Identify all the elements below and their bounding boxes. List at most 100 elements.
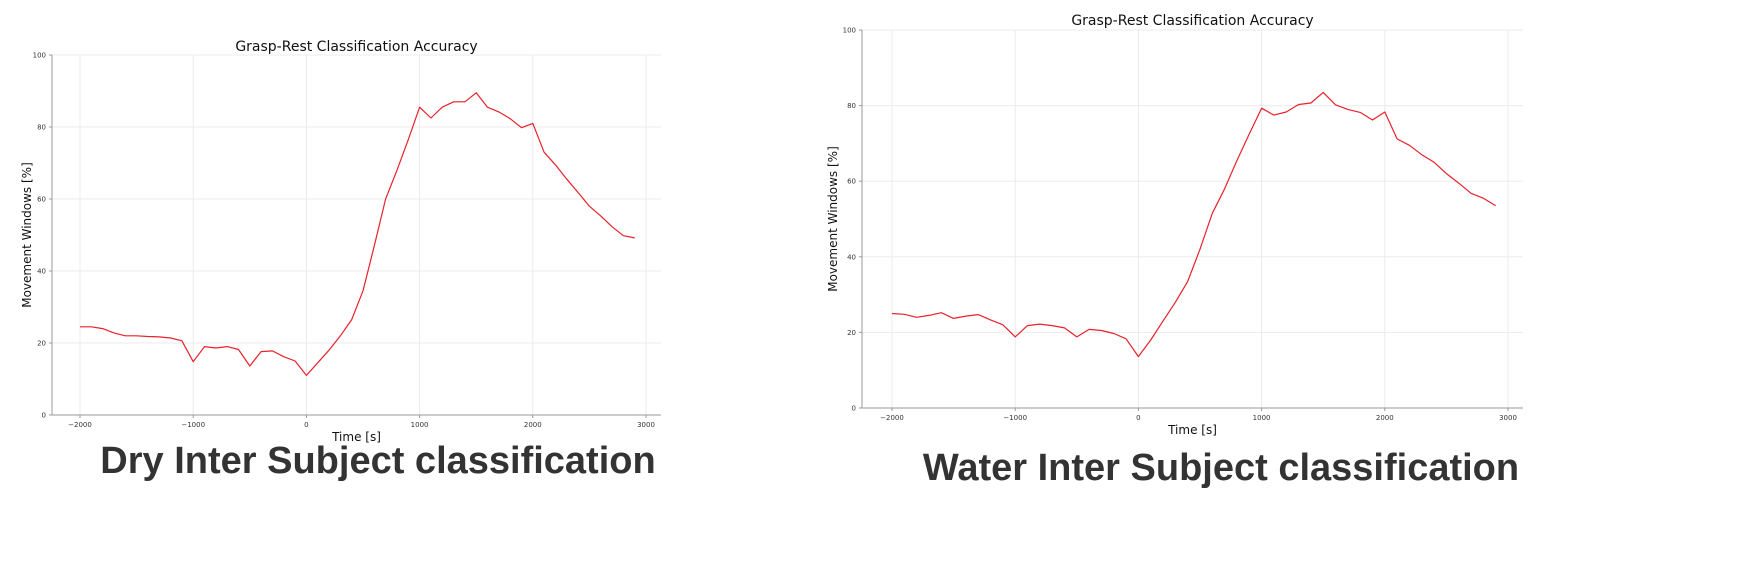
data-point-1: [91, 326, 93, 328]
data-point-47: [1470, 192, 1472, 194]
chart-title: Grasp-Rest Classification Accuracy: [1071, 13, 1313, 29]
data-point-5: [136, 335, 138, 337]
data-point-10: [192, 361, 194, 363]
x-tick-label-0: −2000: [68, 421, 92, 429]
caption-dry: Dry Inter Subject classification: [100, 440, 656, 482]
x-tick-label-2: 0: [1136, 414, 1140, 422]
data-point-19: [294, 360, 296, 362]
data-point-22: [328, 349, 330, 351]
data-point-11: [1027, 325, 1029, 327]
y-tick-label-0: 0: [42, 412, 46, 420]
data-point-2: [916, 316, 918, 318]
data-point-28: [396, 169, 398, 171]
data-point-46: [1458, 182, 1460, 184]
data-point-40: [1384, 111, 1386, 113]
x-tick-label-1: −1000: [1003, 414, 1027, 422]
data-point-29: [1248, 133, 1250, 135]
data-point-41: [1396, 138, 1398, 140]
x-tick-label-2: 0: [304, 421, 308, 429]
data-point-44: [1433, 162, 1435, 164]
data-point-33: [1298, 104, 1300, 106]
data-point-34: [464, 101, 466, 103]
data-point-31: [1273, 114, 1275, 116]
data-point-8: [170, 337, 172, 339]
data-point-35: [475, 92, 477, 94]
data-point-10: [1014, 336, 1016, 338]
data-point-36: [487, 106, 489, 108]
data-point-43: [566, 178, 568, 180]
data-point-21: [317, 362, 319, 364]
data-point-34: [1310, 102, 1312, 104]
data-point-22: [1162, 320, 1164, 322]
y-tick-label-4: 80: [847, 102, 856, 110]
data-point-36: [1335, 104, 1337, 106]
data-point-39: [1372, 119, 1374, 121]
data-point-14: [238, 349, 240, 351]
x-axis-label: Time [s]: [331, 430, 381, 444]
data-point-35: [1322, 92, 1324, 94]
data-point-40: [532, 123, 534, 125]
y-axis-label: Movement Windows [%]: [20, 162, 34, 308]
data-point-28: [1236, 160, 1238, 162]
data-point-18: [283, 356, 285, 358]
data-point-15: [1076, 336, 1078, 338]
data-point-49: [1495, 205, 1497, 207]
data-point-19: [1125, 338, 1127, 340]
chart-panel-dry: −2000 −1000 0 1000 2000 3000 0 20 40 60 80 100 Grasp…: [0, 0, 860, 567]
data-point-26: [1212, 213, 1214, 215]
data-point-25: [1199, 248, 1201, 250]
x-tick-label-4: 2000: [524, 421, 542, 429]
data-point-45: [1446, 173, 1448, 175]
chart-dry: −2000 −1000 0 1000 2000 3000 0 20 40 60 80 100 Grasp…: [20, 39, 661, 444]
data-point-9: [181, 340, 183, 342]
y-tick-label-5: 100: [33, 52, 46, 60]
y-tick-label-2: 40: [37, 268, 46, 276]
y-tick-label-0: 0: [852, 405, 856, 413]
data-point-29: [407, 139, 409, 141]
data-point-38: [1359, 112, 1361, 114]
data-point-12: [215, 347, 217, 349]
x-tick-label-5: 3000: [637, 421, 655, 429]
data-point-24: [351, 319, 353, 321]
data-point-5: [953, 318, 955, 320]
data-point-14: [1064, 327, 1066, 329]
x-tick-label-4: 2000: [1376, 414, 1394, 422]
data-point-17: [272, 350, 274, 352]
data-point-32: [441, 106, 443, 108]
data-point-24: [1187, 281, 1189, 283]
y-tick-label-2: 40: [847, 253, 856, 261]
data-point-3: [928, 315, 930, 317]
data-point-30: [419, 106, 421, 108]
data-point-32: [1285, 111, 1287, 113]
data-point-6: [965, 315, 967, 317]
data-point-16: [260, 351, 262, 353]
y-tick-label-1: 20: [847, 329, 856, 337]
data-point-33: [453, 101, 455, 103]
data-point-41: [543, 151, 545, 153]
data-point-49: [634, 237, 636, 239]
data-point-30: [1261, 107, 1263, 109]
data-point-15: [249, 365, 251, 367]
data-point-31: [430, 117, 432, 119]
data-point-23: [1175, 301, 1177, 303]
data-point-2: [102, 328, 104, 330]
data-point-0: [891, 313, 893, 315]
y-tick-label-1: 20: [37, 340, 46, 348]
data-point-6: [147, 336, 149, 338]
data-point-13: [1051, 325, 1053, 327]
y-tick-label-4: 80: [37, 124, 46, 132]
data-point-4: [124, 335, 126, 337]
data-point-16: [1088, 329, 1090, 331]
data-point-38: [509, 118, 511, 120]
data-point-18: [1113, 333, 1115, 335]
data-point-7: [977, 314, 979, 316]
data-point-45: [589, 205, 591, 207]
data-point-39: [521, 127, 523, 129]
data-point-43: [1421, 154, 1423, 156]
data-point-42: [1409, 144, 1411, 146]
data-point-12: [1039, 323, 1041, 325]
series-line: [80, 92, 635, 376]
x-tick-label-1: −1000: [181, 421, 205, 429]
data-point-8: [990, 319, 992, 321]
data-point-3: [113, 332, 115, 334]
